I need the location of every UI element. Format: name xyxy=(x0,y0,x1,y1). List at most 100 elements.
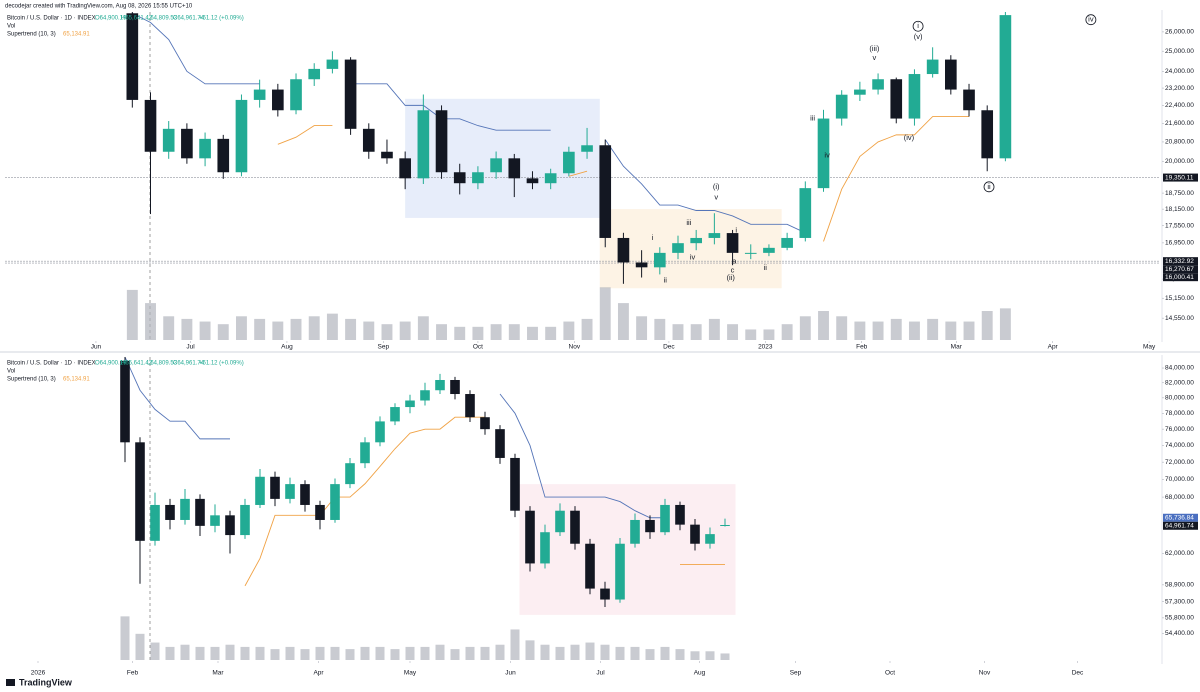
candle-body xyxy=(508,158,521,179)
x-tick-label: Feb xyxy=(127,670,139,677)
volume-bar xyxy=(270,649,280,660)
candle-body xyxy=(495,429,505,458)
wave-label: (iii) xyxy=(869,44,879,53)
candle-body xyxy=(854,89,866,95)
volume-bar xyxy=(636,316,648,340)
candle-body xyxy=(645,519,655,533)
volume-bar xyxy=(660,646,670,660)
y-tick-label: 54,400.00 xyxy=(1165,630,1194,637)
volume-bar xyxy=(450,649,460,660)
wave-label: ii xyxy=(764,263,768,272)
volume-bar xyxy=(436,324,447,340)
x-tick-label: Mar xyxy=(951,344,963,351)
candle-body xyxy=(660,504,670,533)
candle-body xyxy=(926,59,939,75)
volume-bar xyxy=(615,646,625,660)
candle-body xyxy=(195,498,205,526)
price-tag xyxy=(1163,173,1198,182)
candle-body xyxy=(315,504,325,520)
candle-body xyxy=(544,173,557,184)
y-tick-label: 26,000.00 xyxy=(1165,29,1194,36)
candle-body xyxy=(165,504,175,520)
volume-bar xyxy=(630,646,640,660)
x-tick-label: Sep xyxy=(790,670,802,677)
y-tick-label: 23,200.00 xyxy=(1165,85,1194,92)
volume-bar xyxy=(654,318,666,340)
volume-bar xyxy=(417,316,429,340)
legend-close: C64,961.74 xyxy=(173,16,205,22)
candle-body xyxy=(360,442,370,464)
volume-bar xyxy=(210,646,220,660)
legend-low: L64,809.53 xyxy=(147,16,178,22)
candle-body xyxy=(362,128,375,152)
wave-circle xyxy=(1085,14,1097,26)
candle-body xyxy=(510,457,520,511)
volume-bar xyxy=(126,289,138,340)
candle-body xyxy=(981,110,994,159)
price-tag xyxy=(1163,257,1198,266)
y-tick-label: 68,000.00 xyxy=(1165,494,1194,501)
candle-body xyxy=(150,504,160,541)
x-tick-label: Feb xyxy=(856,344,868,351)
x-tick-label: Jun xyxy=(91,344,102,351)
volume-bar xyxy=(555,646,565,660)
volume-bar xyxy=(708,318,720,340)
legend-supertrend-value: 65,134.91 xyxy=(63,32,90,38)
candle-body xyxy=(653,252,666,268)
price-tag-label: 16,270.67 xyxy=(1165,266,1194,273)
legend-open: O64,900.19 xyxy=(95,361,127,367)
wave-label: a xyxy=(732,257,737,266)
legend-symbol: Bitcoin / U.S. Dollar · 1D · INDEX xyxy=(7,361,96,367)
volume-bar xyxy=(195,646,205,660)
legend-volume: Vol xyxy=(7,24,15,30)
candle-body xyxy=(272,89,284,111)
candle-body xyxy=(690,524,700,544)
candle-body xyxy=(453,172,466,184)
volume-bar xyxy=(345,318,357,340)
x-tick-label: Aug xyxy=(281,344,293,351)
x-tick-label: Mar xyxy=(212,670,224,677)
x-tick-label: Aug xyxy=(694,670,706,677)
wave-label: v xyxy=(714,192,718,201)
candle-body xyxy=(381,151,393,159)
volume-bar xyxy=(272,321,284,340)
x-tick-label: Sep xyxy=(378,344,390,351)
volume-bar xyxy=(240,646,250,660)
legend-symbol: Bitcoin / U.S. Dollar · 1D · INDEX xyxy=(7,16,96,22)
volume-bar xyxy=(999,308,1011,340)
x-tick-label: Apr xyxy=(313,670,324,677)
candle-body xyxy=(799,188,812,238)
candle-body xyxy=(235,99,248,173)
volume-bar xyxy=(465,646,475,660)
volume-bar xyxy=(217,324,229,340)
candle-body xyxy=(908,74,921,119)
y-tick-label: 62,000.00 xyxy=(1165,550,1194,557)
volume-bar xyxy=(145,303,156,340)
candle-body xyxy=(344,59,357,129)
y-tick-label: 76,000.00 xyxy=(1165,426,1194,433)
candle-body xyxy=(540,532,550,564)
brand-logo xyxy=(6,679,15,686)
pane: (i)viiiiiviiiac(ii)iiiiiiv(iii)v(iv)(v)i… xyxy=(5,12,1198,351)
volume-bar xyxy=(254,318,266,340)
volume-bar xyxy=(525,640,535,660)
pane: 84,000.00 82,000.00 80,000.00 78,000.00 76,0… xyxy=(7,356,1198,677)
volume-bar xyxy=(199,321,211,340)
candle-body xyxy=(872,79,884,90)
y-tick-label: 18,150.00 xyxy=(1165,206,1194,213)
candle-body xyxy=(720,525,730,527)
volume-bar xyxy=(135,633,145,660)
volume-bar xyxy=(672,324,684,340)
candle-body xyxy=(490,158,502,173)
price-tag-label: 65,736.84 xyxy=(1165,514,1194,521)
volume-bar xyxy=(510,629,520,660)
candle-body xyxy=(420,390,430,401)
y-tick-label: 74,000.00 xyxy=(1165,442,1194,449)
y-tick-label: 20,000.00 xyxy=(1165,158,1194,165)
volume-bar xyxy=(381,324,393,340)
supertrend-line xyxy=(244,416,725,587)
candle-body xyxy=(465,394,475,418)
wave-circle xyxy=(912,20,924,32)
candle-body xyxy=(162,128,175,152)
